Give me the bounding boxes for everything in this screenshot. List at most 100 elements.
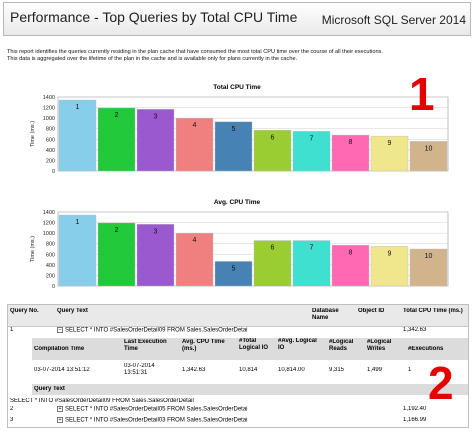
y-tick-label: 400 bbox=[46, 263, 55, 269]
bar-label: 6 bbox=[271, 134, 275, 141]
detail-header-executions[interactable]: #Executions bbox=[408, 346, 444, 352]
query-text-full-row: SELECT * INTO #SalesOrderDetail09 FROM S… bbox=[10, 396, 468, 407]
detail-header-total-logical-io[interactable]: #Total Logical IO bbox=[239, 338, 269, 351]
bar-label: 9 bbox=[388, 250, 392, 257]
description-line: This data is aggregated over the lifetim… bbox=[7, 56, 298, 62]
bar-label: 6 bbox=[271, 245, 275, 252]
bar bbox=[253, 240, 292, 287]
query-text-value: SELECT * INTO #SalesOrderDetail05 FROM S… bbox=[65, 406, 248, 413]
table-row[interactable]: 1 − SELECT * INTO #SalesOrderDetail09 FRO… bbox=[8, 327, 468, 337]
table-row[interactable]: 2 + SELECT * INTO #SalesOrderDetail05 FRO… bbox=[8, 406, 468, 416]
query-text-value: SELECT * INTO #SalesOrderDetail09 FROM S… bbox=[65, 327, 248, 334]
bar-label: 1 bbox=[76, 219, 80, 226]
total-cpu-time: 1,342.63 bbox=[403, 327, 427, 333]
y-axis-label: Time (ms.) bbox=[30, 236, 36, 262]
y-tick-label: 0 bbox=[52, 169, 55, 175]
column-header-total-cpu-time[interactable]: Total CPU Time (ms.) bbox=[403, 308, 463, 314]
bar bbox=[370, 135, 409, 172]
report-header: Performance - Top Queries by Total CPU T… bbox=[3, 2, 471, 36]
bar-label: 1 bbox=[76, 104, 80, 111]
bar-label: 8 bbox=[349, 139, 353, 146]
bar bbox=[292, 131, 331, 172]
bar bbox=[175, 117, 214, 172]
description-line: This report identifies the queries curre… bbox=[7, 49, 383, 55]
avg-logical-io-value: 10,814.00 bbox=[278, 367, 305, 373]
column-header-object-id[interactable]: Object ID bbox=[358, 308, 385, 314]
query-no: 1 bbox=[10, 327, 14, 333]
bar-label: 3 bbox=[154, 228, 158, 235]
logical-writes-value: 1,499 bbox=[367, 367, 383, 373]
y-tick-label: 600 bbox=[46, 137, 55, 143]
logical-reads-value: 9,315 bbox=[329, 367, 345, 373]
y-tick-label: 1000 bbox=[43, 116, 55, 122]
grid-header-row: Query No. Query Text Database Name Objec… bbox=[8, 305, 468, 327]
y-tick-label: 1200 bbox=[43, 221, 55, 227]
bar bbox=[136, 109, 175, 172]
report-title: Performance - Top Queries by Total CPU T… bbox=[10, 9, 298, 25]
y-tick-label: 1400 bbox=[43, 95, 55, 101]
last-execution-time-value: 03-07-2014 13:51:31 bbox=[124, 363, 155, 376]
column-header-query-text[interactable]: Query Text bbox=[57, 308, 88, 314]
avg-cpu-time-chart: 0 200 400 600 800 1000 1200 1400 Time (ms.) 1 2 3 4 5… bbox=[30, 210, 449, 290]
bar-label: 4 bbox=[193, 122, 197, 129]
expand-icon[interactable]: + bbox=[57, 406, 63, 412]
y-tick-label: 0 bbox=[52, 284, 55, 290]
bar-label: 8 bbox=[349, 249, 353, 256]
detail-values-row: 03-07-2014 13:51:12 03-07-2014 13:51:31 … bbox=[32, 361, 468, 383]
y-tick-label: 1400 bbox=[43, 210, 55, 216]
total-cpu-chart-title: Total CPU Time bbox=[213, 84, 261, 91]
sql-server-brand: Microsoft SQL Server 2014 bbox=[321, 13, 466, 27]
bar bbox=[136, 224, 175, 287]
y-axis-label: Time (ms.) bbox=[30, 121, 36, 147]
y-tick-label: 1200 bbox=[43, 106, 55, 112]
query-detail-panel: Compilation Time Last Execution Time Avg… bbox=[10, 338, 468, 410]
bar-label: 7 bbox=[310, 245, 314, 252]
bar bbox=[409, 141, 448, 172]
detail-header-logical-writes[interactable]: #Logical Writes bbox=[367, 339, 392, 352]
bar bbox=[253, 130, 292, 172]
y-tick-label: 800 bbox=[46, 242, 55, 248]
compilation-time-value: 03-07-2014 13:51:12 bbox=[34, 367, 90, 373]
bar-label: 4 bbox=[193, 237, 197, 244]
detail-header-avg-logical-io[interactable]: #Avg. Logical IO bbox=[278, 338, 317, 351]
bar bbox=[370, 246, 409, 287]
bar bbox=[214, 261, 253, 287]
y-tick-label: 400 bbox=[46, 148, 55, 154]
detail-header-logical-reads[interactable]: #Logical Reads bbox=[329, 339, 354, 352]
y-tick-label: 800 bbox=[46, 127, 55, 133]
bar bbox=[97, 222, 136, 287]
column-header-query-no[interactable]: Query No. bbox=[10, 308, 39, 314]
bar bbox=[409, 248, 448, 287]
detail-header-avg-cpu-time[interactable]: Avg. CPU Time (ms.) bbox=[182, 339, 225, 352]
expand-icon[interactable]: + bbox=[57, 417, 63, 423]
bar-label: 5 bbox=[232, 126, 236, 133]
bar-label: 9 bbox=[388, 140, 392, 147]
annotation-number-2: 2 bbox=[428, 357, 454, 409]
detail-header-last-execution-time[interactable]: Last Execution Time bbox=[124, 339, 167, 352]
bar bbox=[331, 245, 370, 287]
query-text: − SELECT * INTO #SalesOrderDetail09 FROM … bbox=[57, 327, 307, 334]
query-grid: Query No. Query Text Database Name Objec… bbox=[7, 304, 469, 428]
query-text-value: SELECT * INTO #SalesOrderDetail03 FROM S… bbox=[65, 417, 248, 424]
total-cpu-time-chart: 0 200 400 600 800 1000 1200 1400 Time (ms.) 1 2 3 4 5… bbox=[30, 95, 449, 175]
query-text: + SELECT * INTO #SalesOrderDetail03 FROM … bbox=[57, 417, 307, 424]
query-text-label: Query Text bbox=[34, 386, 65, 392]
total-logical-io-value: 10,814 bbox=[239, 367, 258, 373]
y-tick-label: 600 bbox=[46, 252, 55, 258]
bar bbox=[58, 214, 97, 287]
bar-label: 7 bbox=[310, 135, 314, 142]
executions-value: 1 bbox=[408, 367, 412, 373]
bar bbox=[292, 240, 331, 287]
bar bbox=[214, 121, 253, 172]
bar bbox=[331, 134, 370, 172]
bar bbox=[97, 107, 136, 172]
collapse-icon[interactable]: − bbox=[57, 327, 63, 333]
column-header-database-name[interactable]: Database Name bbox=[312, 308, 339, 321]
table-row[interactable]: 3 + SELECT * INTO #SalesOrderDetail03 FRO… bbox=[8, 417, 468, 427]
y-tick-label: 1000 bbox=[43, 231, 55, 237]
bar-label: 10 bbox=[425, 145, 433, 152]
detail-header-compilation-time[interactable]: Compilation Time bbox=[34, 346, 85, 352]
total-cpu-time: 1,166.99 bbox=[403, 417, 427, 423]
query-text-full: SELECT * INTO #SalesOrderDetail09 FROM S… bbox=[10, 398, 194, 404]
bar bbox=[58, 99, 97, 172]
